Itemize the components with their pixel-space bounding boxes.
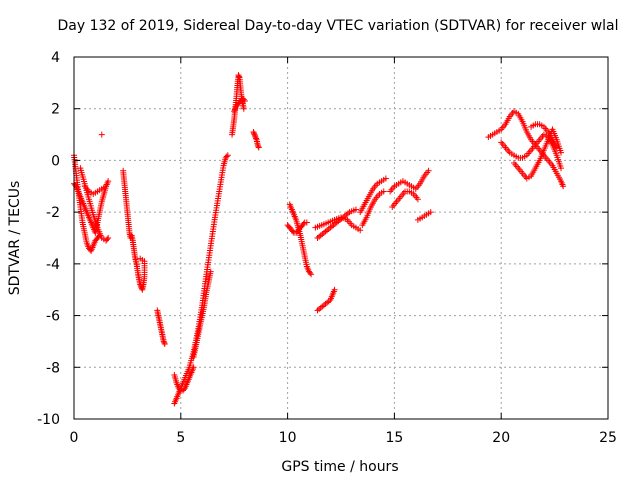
data-point-dense [161,339,168,346]
x-tick-label: 15 [385,430,403,446]
data-point [235,72,242,79]
series-arc-11 [357,175,389,216]
data-point-dense [252,132,259,139]
data-point [558,165,565,172]
series-arc-9b [314,206,359,241]
data-point [224,152,231,159]
data-point [252,134,259,141]
data-point [352,206,359,213]
y-axis-ticks: -10 -8 -6 -4 -2 0 2 4 [37,50,608,428]
data-point-dense [236,73,243,80]
data-point [380,188,387,195]
series-arc-4 [154,307,168,348]
data-point-dense [181,386,188,393]
data-point [161,341,168,348]
x-tick-label: 0 [70,430,79,446]
data-point [255,144,262,151]
data-point-dense [104,236,111,243]
series-arc-7 [250,128,262,151]
data-point [251,131,258,138]
data-point [105,235,112,241]
series-arc-8 [286,201,315,278]
data-point [427,209,434,216]
data-point [190,364,197,371]
grid [74,57,608,419]
y-tick-label: -2 [46,205,60,221]
data-point [250,128,257,135]
y-tick-label: 0 [51,153,60,169]
x-tick-label: 5 [176,430,185,446]
data-point [558,149,565,156]
data-point-dense [250,130,257,137]
chart-title: Day 132 of 2019, Sidereal Day-to-day VTE… [57,18,618,34]
y-tick-label: 4 [51,50,60,66]
y-tick-label: 2 [51,102,60,118]
series-arc-5 [171,152,231,407]
x-tick-label: 25 [599,430,617,446]
series-arc-5b [171,364,197,394]
series-arc-10 [314,286,338,314]
data-point [241,97,248,104]
data-point-dense [307,269,314,276]
x-axis-ticks: 0 5 10 15 20 25 [70,57,617,446]
data-point [414,196,421,203]
data-point [560,183,567,190]
data-point [254,141,261,148]
y-tick-label: -8 [46,360,60,376]
series-arc-1d [81,183,110,198]
data-point [357,227,364,234]
plot-frame [73,56,609,420]
data-point [382,175,389,182]
data-point-dense [253,135,260,142]
series-arc-12 [387,167,432,195]
data-point [207,268,214,275]
series-arc-13 [414,209,434,223]
y-tick-label: -10 [37,412,60,428]
x-tick-label: 20 [492,430,510,446]
series-outlier-1 [98,131,105,138]
x-axis-label: GPS time / hours [281,459,398,475]
data-point [331,286,338,293]
series-arc-3 [128,232,148,293]
series-arc-5c [190,268,214,360]
data-point [137,255,144,262]
series-arc-2 [120,167,134,241]
data-point-dense [240,96,247,103]
data-point-dense [300,220,307,227]
data-point [308,271,315,278]
series-arc-12b [389,188,421,210]
series-arc-8b [284,219,310,236]
y-tick-label: -4 [46,257,60,273]
series-arc-14d [528,121,560,151]
data-point [303,219,310,226]
data-point-dense [72,181,79,188]
y-axis-label: SDTVAR / TECUs [7,181,23,296]
data-point [553,144,560,151]
data-point-dense [255,143,262,150]
data-point [160,338,167,345]
series-arc-14c [511,126,565,182]
data-point [240,105,247,112]
series-arc-14b [498,131,565,172]
x-tick-label: 10 [279,430,297,446]
data-point [103,183,110,190]
data-point-dense [223,153,230,160]
data-point [98,131,105,138]
data-point [425,167,432,174]
series-arc-11b [359,188,387,229]
series-arc-6b [231,95,248,115]
series-arc-1a [71,152,103,254]
data-point [105,178,112,185]
data-points [71,72,567,407]
y-tick-label: -6 [46,309,60,325]
